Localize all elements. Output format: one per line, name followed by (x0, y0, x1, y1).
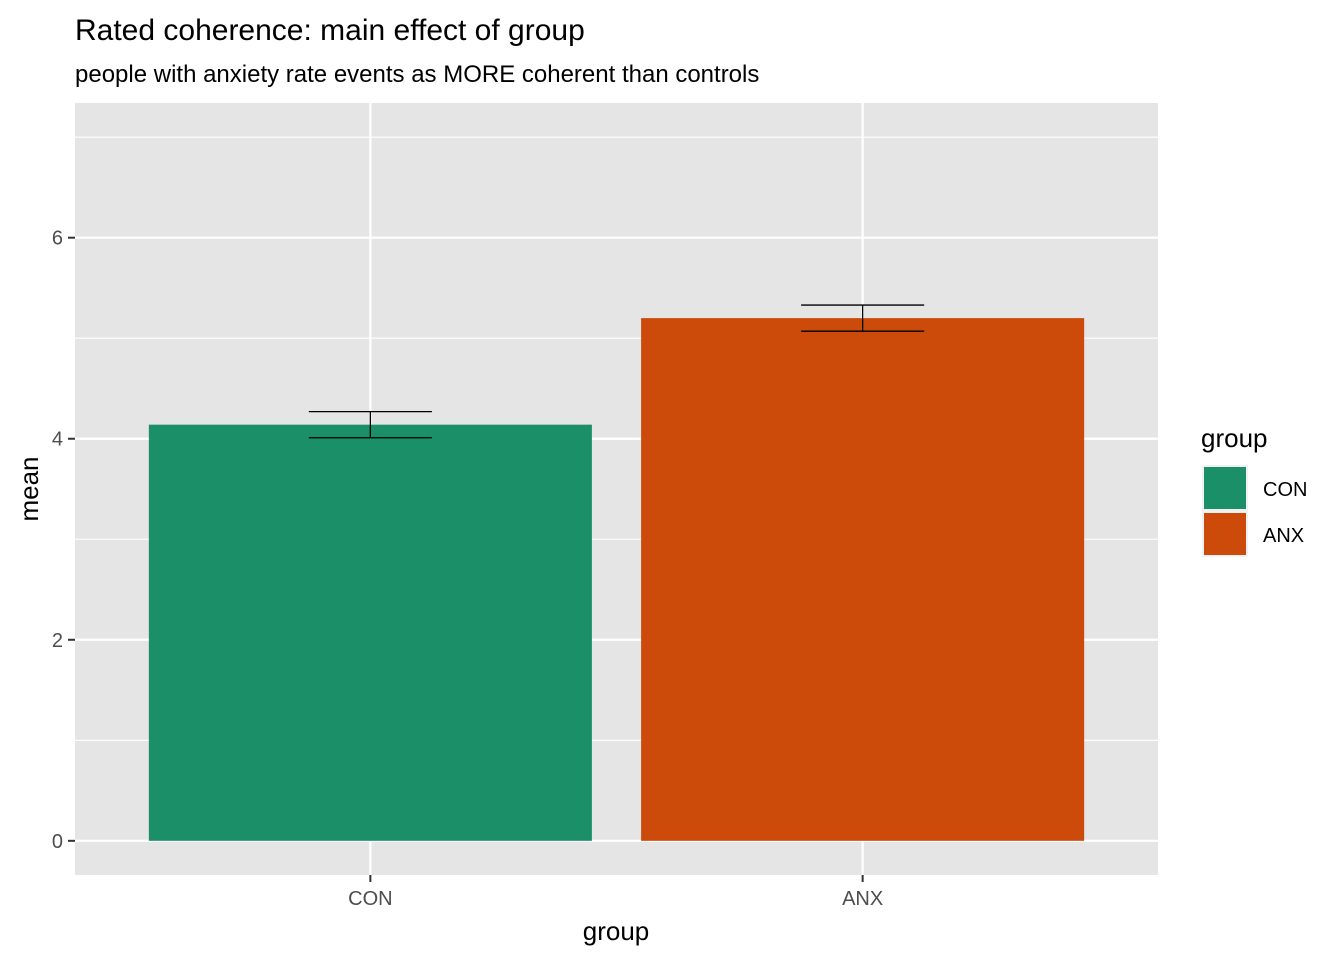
errorbar-layer (308, 304, 925, 439)
legend-label: CON (1263, 479, 1307, 501)
legend-swatch (1204, 467, 1246, 509)
legend-swatch (1204, 513, 1246, 555)
y-tick-label: 0 (52, 831, 63, 853)
x-tick-label: CON (348, 888, 392, 910)
legend-items: CON ANX (1202, 465, 1307, 557)
legend-item-con: CON (1202, 465, 1307, 511)
bars-layer (148, 318, 1085, 841)
chart-title: Rated coherence: main effect of group (75, 14, 585, 47)
y-tick-label: 2 (52, 630, 63, 652)
x-axis-title: group (583, 916, 650, 946)
bar-con (148, 424, 592, 841)
error-bar-con (308, 410, 432, 439)
legend-item-anx: ANX (1202, 511, 1304, 557)
x-tick-label: ANX (842, 888, 883, 910)
x-axis: CON ANX (348, 875, 883, 910)
legend: group CON ANX (1201, 423, 1307, 557)
y-tick-label: 6 (52, 228, 63, 250)
y-axis-title: mean (14, 456, 44, 521)
error-bar-anx (801, 304, 925, 332)
y-tick-label: 4 (52, 429, 63, 451)
legend-title: group (1201, 423, 1268, 453)
bar-anx (641, 318, 1085, 841)
y-axis: 0 2 4 6 (52, 228, 75, 853)
legend-label: ANX (1263, 525, 1304, 547)
chart-subtitle: people with anxiety rate events as MORE … (75, 61, 759, 88)
